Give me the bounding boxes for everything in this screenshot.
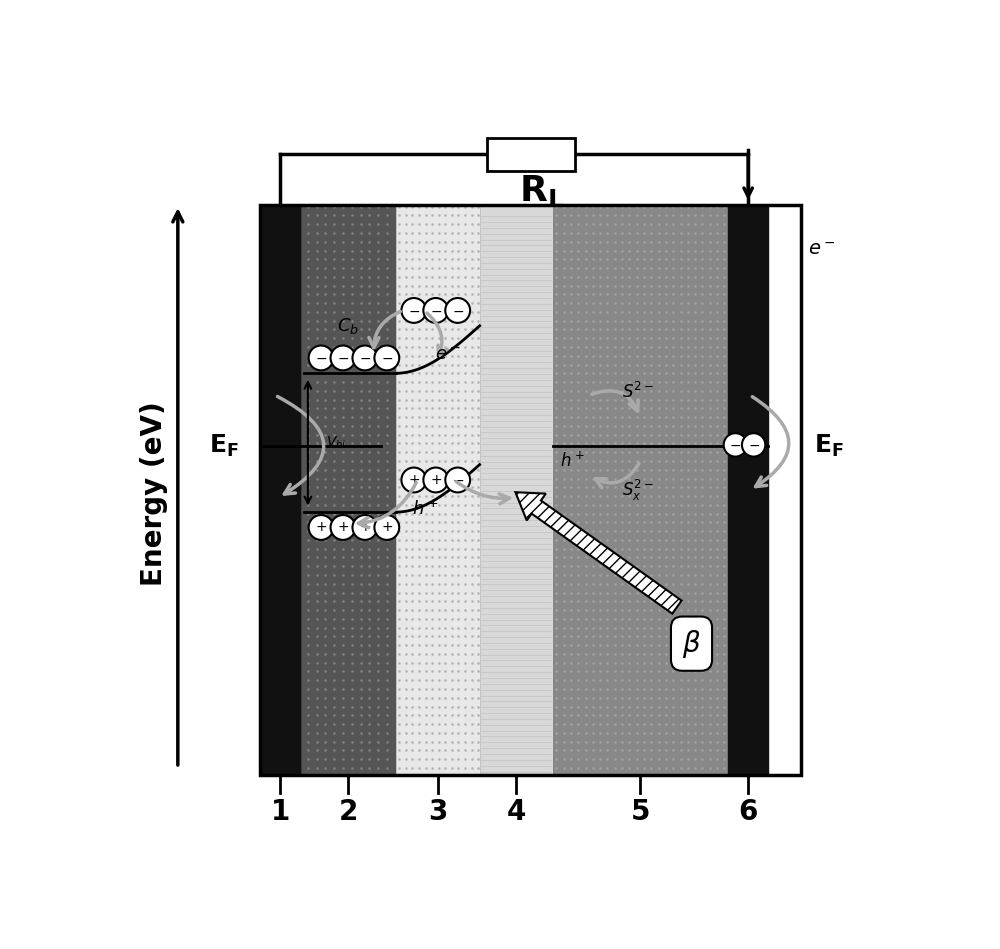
Text: 5: 5 <box>631 798 650 826</box>
Text: $-$: $-$ <box>452 473 464 487</box>
Text: Energy (eV): Energy (eV) <box>140 401 168 586</box>
Text: $+$: $+$ <box>408 473 420 487</box>
Text: $-$: $-$ <box>381 351 393 365</box>
Text: $-$: $-$ <box>430 304 442 318</box>
Bar <box>260 205 801 775</box>
Text: $-$: $-$ <box>315 351 327 365</box>
Circle shape <box>331 345 355 370</box>
Text: $S_x^{2-}$: $S_x^{2-}$ <box>622 477 654 503</box>
Bar <box>480 205 553 775</box>
Circle shape <box>445 298 470 323</box>
Text: $e^-$: $e^-$ <box>808 239 836 258</box>
Text: 6: 6 <box>738 798 758 826</box>
Circle shape <box>374 515 399 540</box>
Bar <box>396 205 480 775</box>
Text: $\mathbf{E_F}$: $\mathbf{E_F}$ <box>814 434 844 459</box>
Circle shape <box>724 433 747 456</box>
Text: $-$: $-$ <box>729 437 741 452</box>
Text: $-$: $-$ <box>359 351 371 365</box>
Bar <box>728 205 768 775</box>
Text: 4: 4 <box>506 798 526 826</box>
Text: $e^-$: $e^-$ <box>435 346 461 364</box>
Text: $\mathbf{E_F}$: $\mathbf{E_F}$ <box>209 434 239 459</box>
Text: $\mathbf{R_L}$: $\mathbf{R_L}$ <box>519 173 565 209</box>
Text: $+$: $+$ <box>381 520 393 534</box>
Circle shape <box>401 468 426 493</box>
Text: 3: 3 <box>428 798 447 826</box>
Circle shape <box>445 468 470 493</box>
Circle shape <box>352 515 377 540</box>
Text: $+$: $+$ <box>337 520 349 534</box>
Text: $-$: $-$ <box>408 304 420 318</box>
Bar <box>301 205 396 775</box>
Text: $S^{2-}$: $S^{2-}$ <box>622 381 654 401</box>
Bar <box>553 205 728 775</box>
Text: $+$: $+$ <box>430 473 442 487</box>
Text: $h^+$: $h^+$ <box>412 499 438 519</box>
Circle shape <box>309 515 333 540</box>
Text: $-$: $-$ <box>337 351 349 365</box>
Text: $-$: $-$ <box>748 437 760 452</box>
Circle shape <box>352 345 377 370</box>
Circle shape <box>401 298 426 323</box>
FancyArrow shape <box>515 493 682 614</box>
Text: $h^+$: $h^+$ <box>560 452 585 471</box>
Circle shape <box>742 433 765 456</box>
Text: 2: 2 <box>338 798 358 826</box>
Text: $C_b$: $C_b$ <box>337 316 359 336</box>
Text: $+$: $+$ <box>359 520 371 534</box>
Bar <box>260 205 301 775</box>
Circle shape <box>423 468 448 493</box>
Circle shape <box>331 515 355 540</box>
Circle shape <box>423 298 448 323</box>
Circle shape <box>374 345 399 370</box>
Text: $-$: $-$ <box>452 304 464 318</box>
Text: $\beta$: $\beta$ <box>682 627 701 660</box>
Text: 1: 1 <box>271 798 290 826</box>
Text: $V_{bi}$: $V_{bi}$ <box>326 435 346 451</box>
Circle shape <box>309 345 333 370</box>
Bar <box>487 138 575 171</box>
Text: $+$: $+$ <box>315 520 327 534</box>
